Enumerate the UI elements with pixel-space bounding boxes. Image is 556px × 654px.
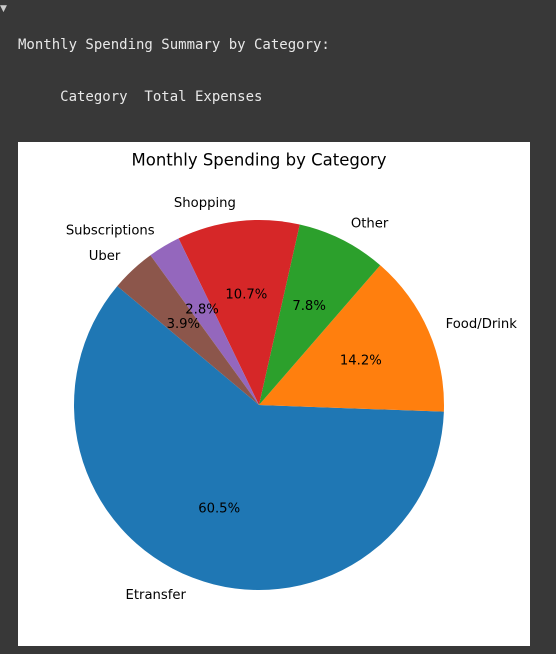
pie-slice-other xyxy=(259,224,381,405)
pie-slice-subscriptions xyxy=(150,238,259,405)
pie-percent-label: 60.5% xyxy=(198,502,240,517)
pie-slice-shopping xyxy=(178,220,300,405)
pie-percent-label: 2.8% xyxy=(185,303,219,318)
pie-percent-label: 10.7% xyxy=(225,288,267,303)
pie-label: Shopping xyxy=(174,196,236,211)
pie-label: Etransfer xyxy=(126,588,187,603)
caret-down-icon[interactable]: ▼ xyxy=(0,4,7,14)
pie-label: Uber xyxy=(89,249,121,264)
pie-percent-label: 3.9% xyxy=(167,317,201,332)
pie-label: Food/Drink xyxy=(446,317,518,332)
pie-chart-figure: Monthly Spending by Category Etransfer 60… xyxy=(18,142,530,646)
pie-label: Subscriptions xyxy=(66,223,155,238)
chart-title: Monthly Spending by Category xyxy=(132,151,387,170)
pie-percent-label: 7.8% xyxy=(292,299,326,314)
pie-slices xyxy=(73,220,444,590)
pie-texts: Etransfer 60.5% Food/Drink 14.2% Other 7.8% Sh… xyxy=(66,196,517,603)
pie-slice-food-drink xyxy=(259,265,444,412)
pie-slice-etransfer xyxy=(73,286,444,590)
table-header: Category Total Expenses xyxy=(18,89,263,106)
pie-label: Other xyxy=(351,216,389,231)
pie-chart: Monthly Spending by Category Etransfer 60… xyxy=(66,151,517,603)
pie-slice-uber xyxy=(117,255,260,405)
pie-percent-label: 14.2% xyxy=(340,354,382,369)
summary-title: Monthly Spending Summary by Category: xyxy=(18,36,330,53)
